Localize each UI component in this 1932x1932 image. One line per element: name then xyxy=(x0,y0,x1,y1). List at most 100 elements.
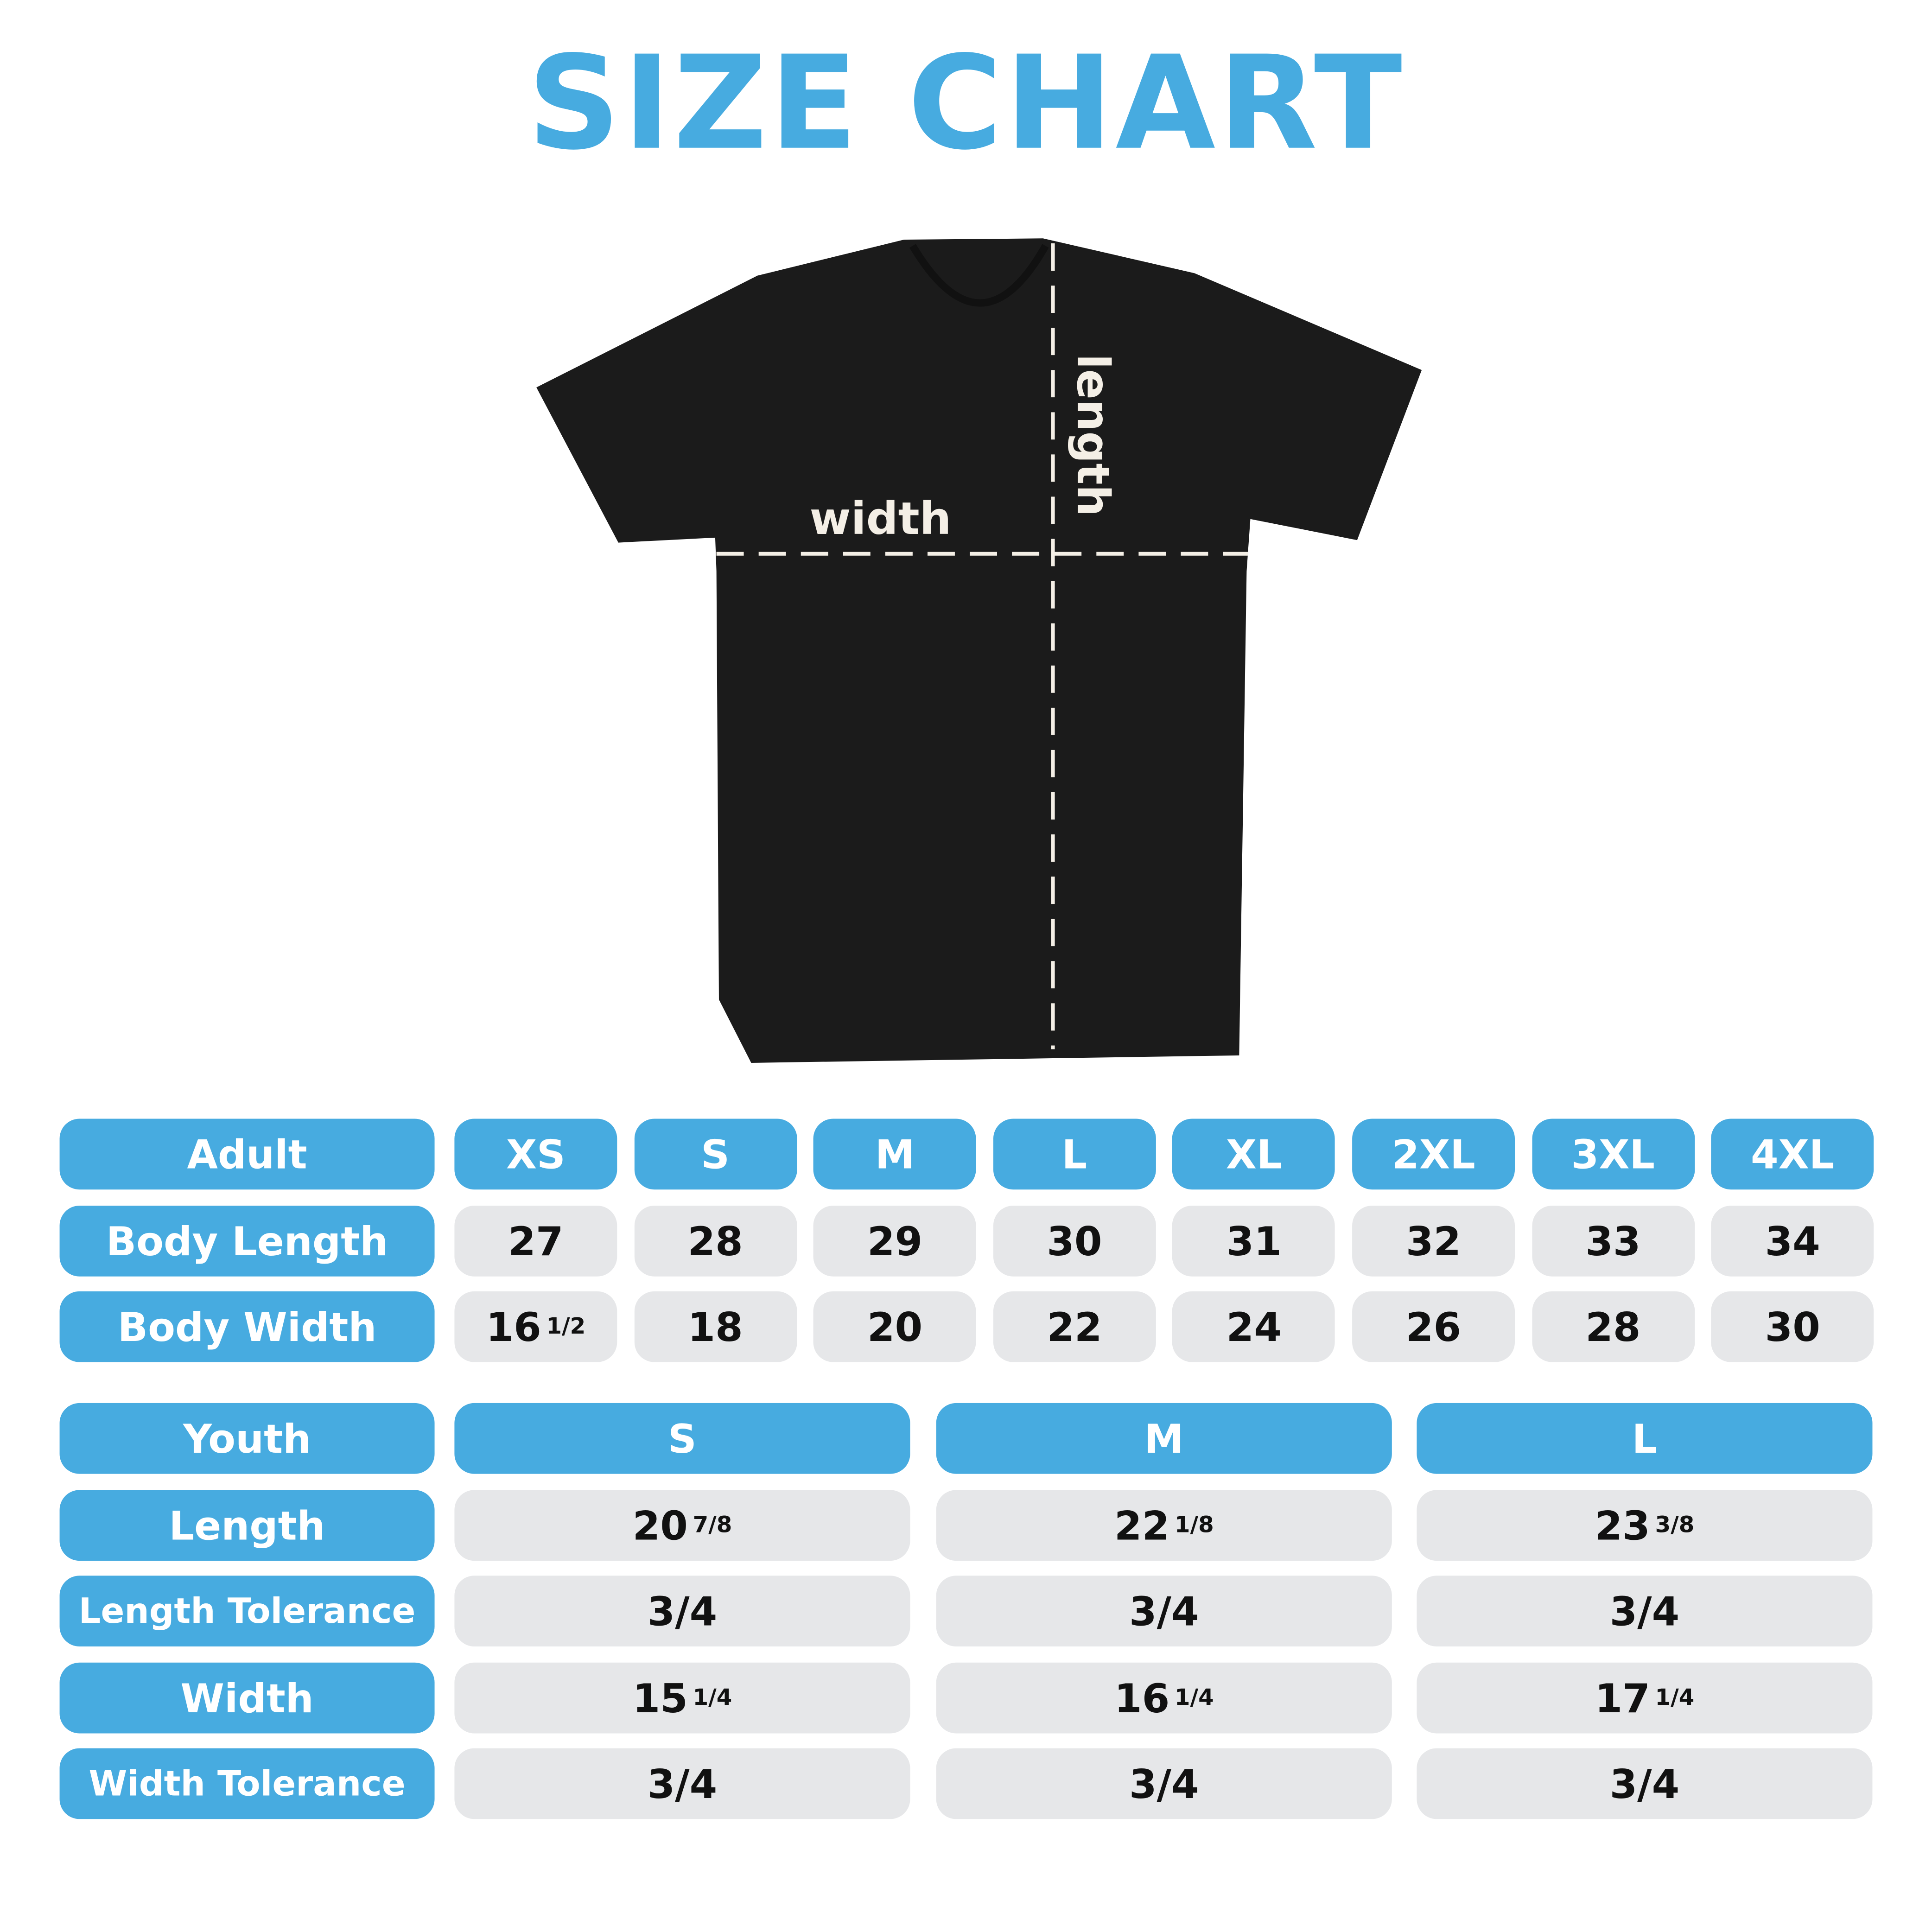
table-cell: 3/4 xyxy=(1417,1748,1873,1819)
row-label: Body Length xyxy=(59,1206,435,1277)
table-cell: 16 1/4 xyxy=(936,1662,1392,1734)
cell-value: L xyxy=(1061,1130,1087,1178)
cell-value: Width xyxy=(180,1674,314,1722)
cell-value: Youth xyxy=(183,1415,311,1462)
table-cell: 17 1/4 xyxy=(1417,1662,1873,1734)
adult-size-header: S xyxy=(634,1119,797,1190)
table-cell: 22 1/8 xyxy=(936,1490,1392,1561)
youth-size-header: S xyxy=(454,1403,910,1474)
cell-value: 20 xyxy=(867,1303,923,1351)
cell-value: Body Width xyxy=(117,1303,377,1351)
page-title: SIZE CHART xyxy=(527,27,1405,179)
cell-value: S xyxy=(701,1130,730,1178)
cell-value: 20 xyxy=(632,1501,688,1549)
cell-value: 3/4 xyxy=(647,1587,718,1635)
cell-value: L xyxy=(1632,1415,1658,1462)
width-label: width xyxy=(810,492,952,545)
youth-header-label: Youth xyxy=(59,1403,435,1474)
adult-size-header: 4XL xyxy=(1711,1119,1874,1190)
cell-fraction: 1/4 xyxy=(693,1684,732,1711)
cell-value: 31 xyxy=(1226,1217,1282,1265)
cell-value: Body Length xyxy=(106,1217,388,1265)
tshirt-collar xyxy=(909,244,1049,307)
cell-value: Width Tolerance xyxy=(89,1763,406,1805)
cell-value: M xyxy=(1144,1415,1184,1462)
row-label: Length Tolerance xyxy=(59,1576,435,1646)
cell-value: 3/4 xyxy=(1609,1760,1680,1807)
cell-value: 3XL xyxy=(1571,1130,1655,1178)
table-cell: 31 xyxy=(1172,1206,1335,1277)
tshirt-shape xyxy=(536,238,1422,1063)
table-cell: 3/4 xyxy=(454,1576,910,1646)
table-cell: 20 7/8 xyxy=(454,1490,910,1561)
cell-value: 26 xyxy=(1405,1303,1462,1351)
cell-value: 33 xyxy=(1585,1217,1641,1265)
cell-value: 27 xyxy=(508,1217,564,1265)
cell-value: 3/4 xyxy=(1129,1760,1199,1807)
cell-value: 17 xyxy=(1595,1674,1650,1722)
cell-value: 4XL xyxy=(1751,1130,1835,1178)
cell-value: 32 xyxy=(1405,1217,1462,1265)
length-label: length xyxy=(1067,354,1119,516)
table-cell: 3/4 xyxy=(454,1748,910,1819)
table-cell: 3/4 xyxy=(1417,1576,1873,1646)
row-label: Body Width xyxy=(59,1291,435,1362)
cell-value: 2XL xyxy=(1392,1130,1475,1178)
cell-fraction: 1/2 xyxy=(546,1314,586,1340)
cell-value: 24 xyxy=(1226,1303,1282,1351)
table-cell: 33 xyxy=(1532,1206,1695,1277)
cell-value: Length Tolerance xyxy=(78,1590,416,1632)
table-cell: 29 xyxy=(813,1206,976,1277)
cell-fraction: 1/8 xyxy=(1174,1512,1214,1538)
table-cell: 32 xyxy=(1352,1206,1515,1277)
cell-value: 28 xyxy=(687,1217,743,1265)
row-label: Width xyxy=(59,1662,435,1734)
table-cell: 22 xyxy=(993,1291,1156,1362)
youth-size-header: M xyxy=(936,1403,1392,1474)
youth-size-header: L xyxy=(1417,1403,1873,1474)
cell-value: 16 xyxy=(1114,1674,1170,1722)
table-cell: 18 xyxy=(634,1291,797,1362)
cell-value: 16 xyxy=(486,1303,541,1351)
cell-value: 3/4 xyxy=(1609,1587,1680,1635)
table-cell: 3/4 xyxy=(936,1748,1392,1819)
table-cell: 27 xyxy=(454,1206,617,1277)
table-cell: 3/4 xyxy=(936,1576,1392,1646)
adult-size-header: XS xyxy=(454,1119,617,1190)
adult-size-header: M xyxy=(813,1119,976,1190)
cell-value: 3/4 xyxy=(647,1760,718,1807)
cell-value: XL xyxy=(1226,1130,1282,1178)
table-cell: 28 xyxy=(1532,1291,1695,1362)
cell-value: 18 xyxy=(687,1303,743,1351)
adult-size-header: 3XL xyxy=(1532,1119,1695,1190)
tshirt-diagram: width length xyxy=(536,238,1422,1063)
cell-value: Adult xyxy=(187,1130,307,1178)
adult-size-header: L xyxy=(993,1119,1156,1190)
cell-value: 29 xyxy=(867,1217,923,1265)
cell-fraction: 1/4 xyxy=(1655,1684,1695,1711)
cell-value: Length xyxy=(169,1501,325,1549)
table-cell: 28 xyxy=(634,1206,797,1277)
cell-value: 22 xyxy=(1047,1303,1102,1351)
table-cell: 30 xyxy=(993,1206,1156,1277)
table-cell: 26 xyxy=(1352,1291,1515,1362)
table-cell: 34 xyxy=(1711,1206,1874,1277)
cell-value: M xyxy=(875,1130,915,1178)
table-cell: 20 xyxy=(813,1291,976,1362)
cell-value: 30 xyxy=(1765,1303,1820,1351)
cell-fraction: 7/8 xyxy=(693,1512,732,1538)
cell-value: S xyxy=(668,1415,697,1462)
table-cell: 24 xyxy=(1172,1291,1335,1362)
cell-fraction: 1/4 xyxy=(1174,1684,1214,1711)
cell-value: 34 xyxy=(1765,1217,1820,1265)
row-label: Width Tolerance xyxy=(59,1748,435,1819)
table-cell: 30 xyxy=(1711,1291,1874,1362)
cell-value: 23 xyxy=(1595,1501,1650,1549)
cell-value: 30 xyxy=(1047,1217,1102,1265)
cell-value: 15 xyxy=(632,1674,688,1722)
adult-size-header: XL xyxy=(1172,1119,1335,1190)
cell-value: XS xyxy=(506,1130,566,1178)
table-cell: 16 1/2 xyxy=(454,1291,617,1362)
table-cell: 15 1/4 xyxy=(454,1662,910,1734)
cell-value: 3/4 xyxy=(1129,1587,1199,1635)
